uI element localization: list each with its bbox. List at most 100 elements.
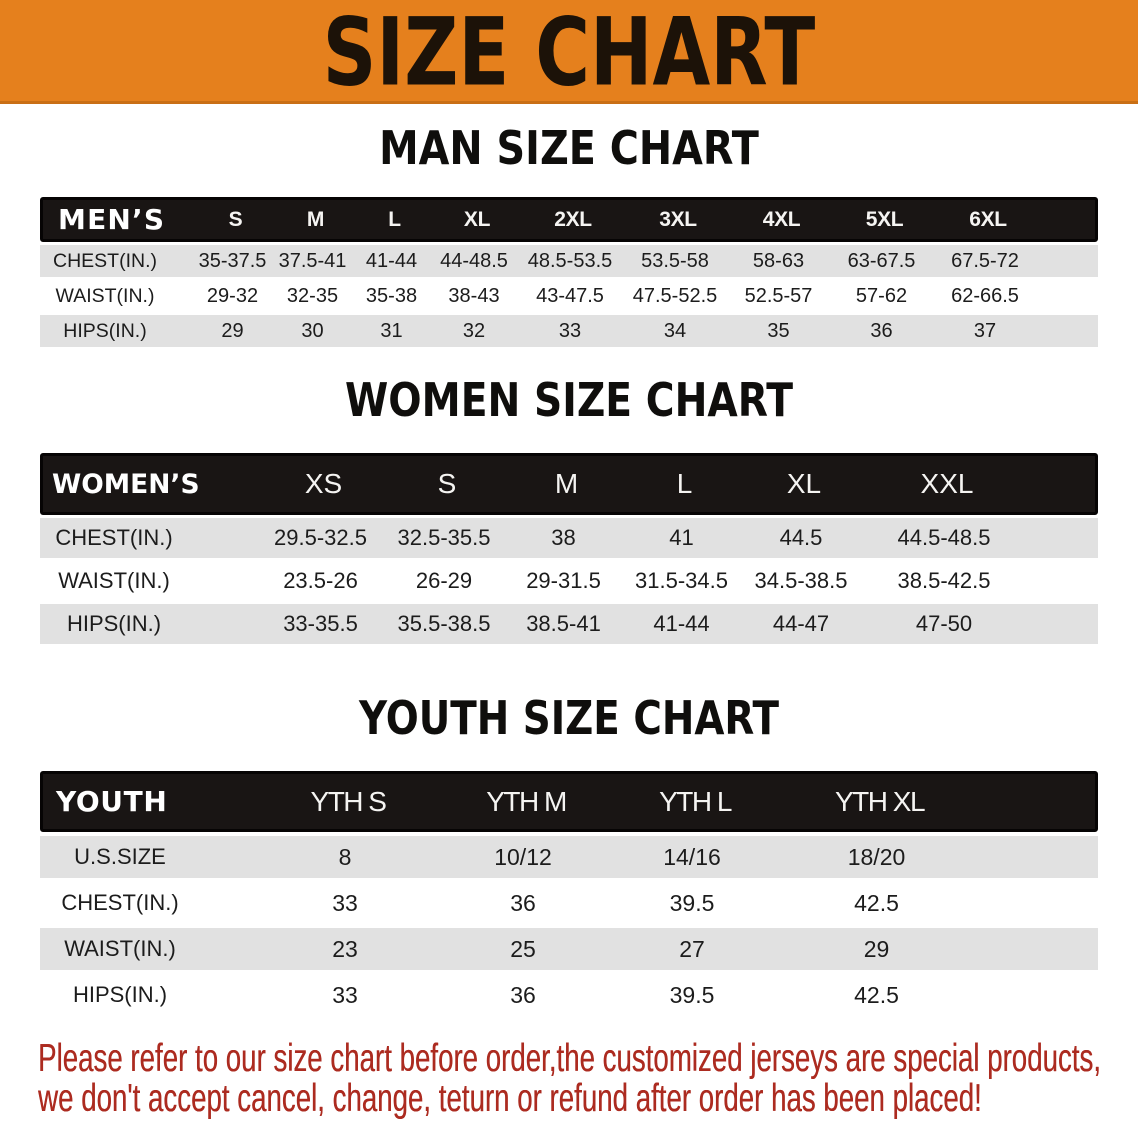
value-cell: 38	[551, 525, 576, 550]
value-cell: 41	[669, 525, 694, 550]
value-cell: 23	[332, 935, 358, 962]
youth-size-header-cell: YTH S	[310, 785, 387, 817]
value-cell: 25	[510, 935, 536, 962]
man-table-row: CHEST(IN.) 35-37.5 37.5-41 41-44 44-48.5 48.5…	[40, 245, 1098, 277]
value-cell: 38.5-41	[526, 611, 601, 636]
value-cell: 36	[510, 981, 536, 1008]
value-cell: 35.5-38.5	[397, 611, 491, 636]
man-size-header-cell: XL	[463, 207, 491, 231]
man-table-title-cell: MEN’S	[58, 203, 166, 236]
value-cell: 30	[301, 319, 324, 342]
value-cell: 38-43	[448, 284, 500, 307]
banner: SIZE CHART	[0, 0, 1138, 108]
value-cell: 35	[767, 319, 790, 342]
youth-table-row: WAIST(IN.) 23 25 27 29	[40, 928, 1098, 970]
youth-table-title-cell: YOUTH	[56, 785, 168, 818]
women-size-header-cell: XXL	[920, 468, 974, 499]
value-cell: 10/12	[494, 843, 552, 870]
value-cell: 8	[338, 843, 352, 870]
value-cell: 44-48.5	[440, 249, 508, 272]
value-cell: 23.5-26	[283, 568, 358, 593]
women-size-chart-heading: WOMEN SIZE CHART	[345, 372, 793, 427]
value-cell: 26-29	[415, 568, 473, 593]
value-cell: 38.5-42.5	[897, 568, 991, 593]
man-table-row: WAIST(IN.) 29-32 32-35 35-38 38-43 43-47.5 47.…	[40, 280, 1098, 312]
man-size-chart-heading: MAN SIZE CHART	[379, 121, 759, 175]
value-cell: 34	[663, 319, 687, 342]
value-cell: 39.5	[669, 981, 715, 1008]
value-cell: 67.5-72	[951, 249, 1019, 272]
value-cell: 32	[462, 319, 486, 342]
value-cell: 33	[332, 889, 358, 916]
row-label-cell: WAIST(IN.)	[55, 284, 155, 307]
value-cell: 33-35.5	[283, 611, 358, 636]
value-cell: 14/16	[663, 843, 721, 870]
value-cell: 31	[380, 319, 403, 342]
youth-size-chart-heading: YOUTH SIZE CHART	[358, 690, 780, 745]
value-cell: 27	[679, 935, 705, 962]
row-label-cell: CHEST(IN.)	[61, 890, 179, 915]
value-cell: 37	[973, 319, 997, 342]
disclaimer-line-1: Please refer to our size chart before or…	[38, 1037, 1101, 1080]
women-size-table: WOMEN’S XS S M L XL XXL CHEST(IN.) 29.5-32.5 32.5…	[40, 453, 1098, 644]
man-size-header-cell: 3XL	[659, 207, 697, 231]
women-size-header-cell: L	[676, 468, 693, 499]
row-label-cell: CHEST(IN.)	[53, 249, 157, 272]
row-label-cell: HIPS(IN.)	[72, 982, 168, 1007]
women-table-row: CHEST(IN.) 29.5-32.5 32.5-35.5 38 41 44.5 44.5…	[40, 518, 1098, 558]
youth-size-header-cell: YTH M	[486, 785, 567, 817]
women-size-header-cell: S	[437, 468, 457, 499]
youth-size-header-cell: YTH L	[659, 785, 732, 817]
women-size-header-cell: XL	[786, 468, 822, 499]
value-cell: 52.5-57	[744, 284, 813, 307]
man-size-header-cell: 5XL	[865, 207, 904, 231]
women-table-row: WAIST(IN.) 23.5-26 26-29 29-31.5 31.5-34.5 34…	[40, 561, 1098, 601]
value-cell: 29-32	[206, 284, 259, 307]
value-cell: 29	[221, 319, 244, 342]
man-size-header-cell: S	[228, 207, 243, 231]
row-label-cell: HIPS(IN.)	[66, 611, 162, 636]
row-label-cell: U.S.SIZE	[74, 844, 166, 869]
value-cell: 35-37.5	[198, 249, 267, 272]
value-cell: 42.5	[854, 889, 899, 916]
women-table-title-cell: WOMEN’S	[52, 468, 200, 500]
man-size-header-cell: 2XL	[554, 207, 592, 231]
youth-size-table: YOUTH YTH S YTH M YTH L YTH XL U.S.SIZE 8 10/12…	[40, 771, 1098, 1016]
youth-table-row: HIPS(IN.) 33 36 39.5 42.5	[40, 974, 1098, 1016]
value-cell: 62-66.5	[951, 284, 1019, 307]
value-cell: 44-47	[772, 611, 830, 636]
value-cell: 29.5-32.5	[274, 525, 367, 550]
youth-table-header-row: YOUTH YTH S YTH M YTH L YTH XL	[40, 771, 1098, 832]
value-cell: 44.5	[779, 525, 823, 550]
value-cell: 34.5-38.5	[754, 568, 848, 593]
man-table-row: HIPS(IN.) 29 30 31 32 33 34 35 36 37	[40, 315, 1098, 347]
value-cell: 37.5-41	[278, 249, 347, 272]
value-cell: 53.5-58	[641, 249, 709, 272]
disclaimer-line-2: we don't accept cancel, change, teturn o…	[38, 1077, 982, 1120]
youth-table-row: U.S.SIZE 8 10/12 14/16 18/20	[40, 836, 1098, 878]
youth-size-header-cell: YTH XL	[834, 785, 926, 817]
women-size-header-cell: M	[554, 468, 579, 499]
value-cell: 43-47.5	[536, 284, 604, 307]
value-cell: 29	[863, 935, 890, 962]
value-cell: 42.5	[854, 981, 899, 1008]
women-table-row: HIPS(IN.) 33-35.5 35.5-38.5 38.5-41 41-44 44-…	[40, 604, 1098, 644]
value-cell: 32-35	[286, 284, 339, 307]
value-cell: 36	[870, 319, 893, 342]
value-cell: 63-67.5	[847, 249, 916, 272]
value-cell: 35-38	[365, 284, 418, 307]
value-cell: 32.5-35.5	[397, 525, 491, 550]
value-cell: 47.5-52.5	[632, 284, 718, 307]
value-cell: 36	[510, 889, 536, 916]
value-cell: 44.5-48.5	[897, 525, 991, 550]
value-cell: 33	[558, 319, 582, 342]
man-size-header-cell: L	[388, 207, 401, 231]
youth-table-row: CHEST(IN.) 33 36 39.5 42.5	[40, 882, 1098, 924]
value-cell: 29-31.5	[526, 568, 601, 593]
row-label-cell: CHEST(IN.)	[55, 525, 173, 550]
row-label-cell: WAIST(IN.)	[58, 568, 170, 593]
value-cell: 39.5	[669, 889, 715, 916]
disclaimer-note: Please refer to our size chart before or…	[38, 1039, 1138, 1119]
value-cell: 58-63	[752, 249, 805, 272]
value-cell: 47-50	[915, 611, 973, 636]
